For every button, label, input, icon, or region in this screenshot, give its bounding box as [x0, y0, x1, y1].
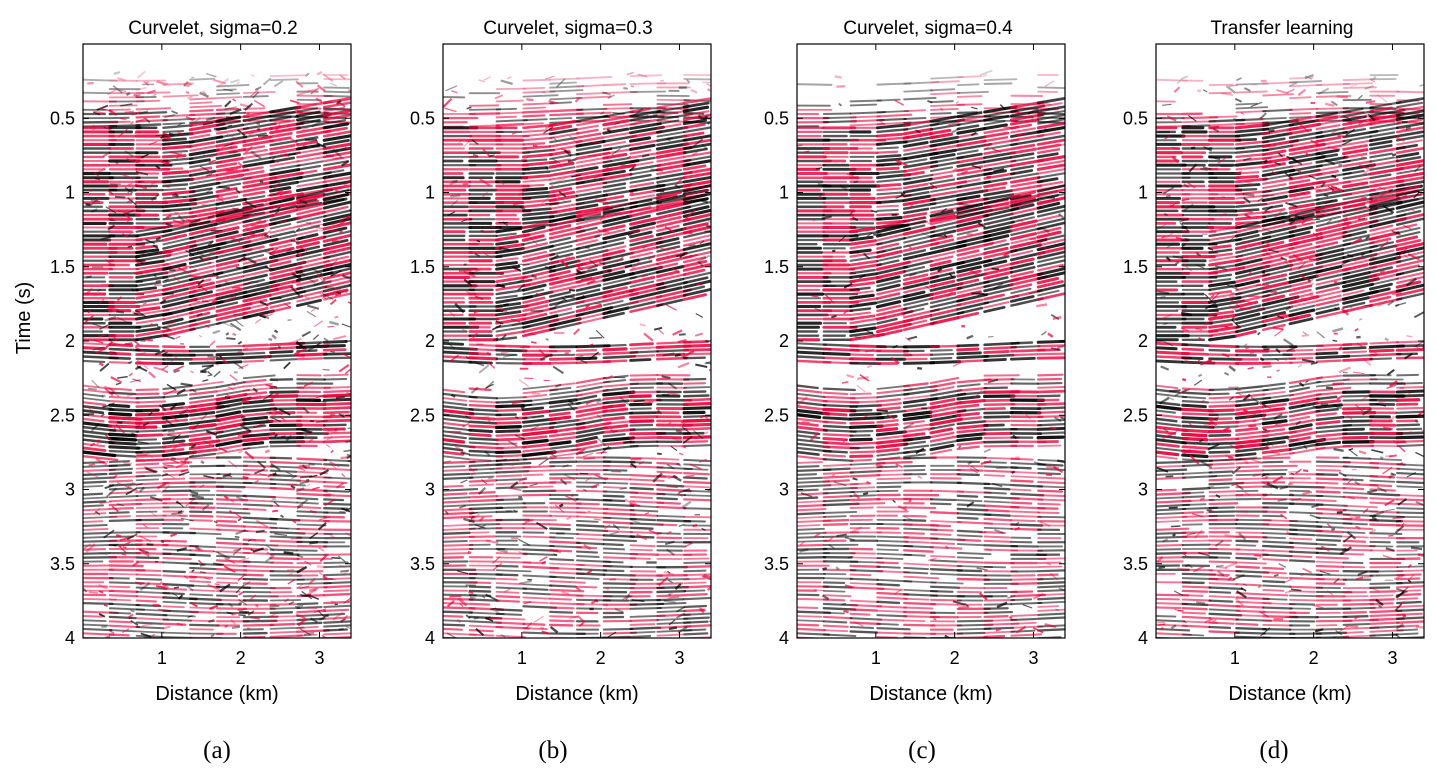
y-axis-label: Time (s): [13, 282, 35, 355]
y-tick-label: 2: [425, 331, 435, 351]
panel-c: Curvelet, sigma=0.4 0.5 1 1.5 2 2.5 3 3.5 4 1 2 3…: [764, 18, 1066, 764]
y-tick-label: 0.5: [1123, 108, 1148, 128]
y-ticks: 0.5 1 1.5 2 2.5 3 3.5 4: [410, 108, 711, 648]
panel-title: Transfer learning: [1211, 18, 1354, 39]
x-tick-label: 1: [1230, 648, 1240, 668]
y-tick-label: 3.5: [50, 554, 75, 574]
seismic-section: [83, 44, 351, 638]
y-tick-label: 2: [65, 331, 75, 351]
y-tick-label: 3: [65, 480, 75, 500]
panel-d: Transfer learning 0.5 1 1.5 2 2.5 3 3.5 4 1 2 3 D…: [1123, 18, 1425, 764]
y-tick-label: 2: [779, 331, 789, 351]
y-tick-label: 2.5: [410, 405, 435, 425]
x-ticks: 1 2 3: [871, 44, 1038, 668]
y-tick-label: 1: [1138, 183, 1148, 203]
panel-caption: (a): [203, 737, 231, 764]
x-tick-label: 2: [1309, 648, 1319, 668]
y-tick-label: 0.5: [764, 108, 789, 128]
y-tick-label: 3.5: [1123, 554, 1148, 574]
x-axis-label: Distance (km): [515, 683, 638, 705]
x-tick-label: 1: [871, 648, 881, 668]
panel-title: Curvelet, sigma=0.4: [843, 18, 1013, 39]
y-tick-label: 4: [65, 628, 75, 648]
x-tick-label: 1: [157, 648, 167, 668]
y-tick-label: 1.5: [410, 257, 435, 277]
x-tick-label: 1: [517, 648, 527, 668]
y-ticks: 0.5 1 1.5 2 2.5 3 3.5 4: [1123, 108, 1424, 648]
y-tick-label: 4: [1138, 628, 1148, 648]
panel-title: Curvelet, sigma=0.2: [128, 18, 298, 39]
x-axis-label: Distance (km): [869, 683, 992, 705]
y-tick-label: 4: [425, 628, 435, 648]
reflector-layer: [797, 69, 1065, 638]
x-axis-label: Distance (km): [155, 683, 278, 705]
x-tick-label: 2: [236, 648, 246, 668]
panel-a: Curvelet, sigma=0.2 0.5 1 1.5 2 2.5 3 3.5 4 1 2 3…: [50, 18, 352, 764]
panel-b: Curvelet, sigma=0.3 0.5 1 1.5 2 2.5 3 3.5 4 1 2 3…: [410, 18, 712, 764]
y-tick-label: 3: [1138, 480, 1148, 500]
x-ticks: 1 2 3: [517, 44, 684, 668]
y-tick-label: 0.5: [410, 108, 435, 128]
panel-caption: (c): [908, 737, 936, 764]
y-tick-label: 2.5: [1123, 405, 1148, 425]
seismic-section: [797, 44, 1065, 638]
y-tick-label: 1.5: [1123, 257, 1148, 277]
x-tick-label: 3: [314, 648, 324, 668]
panel-caption: (b): [538, 737, 567, 764]
y-tick-label: 1: [779, 183, 789, 203]
x-tick-label: 2: [596, 648, 606, 668]
panel-title: Curvelet, sigma=0.3: [483, 18, 653, 39]
y-tick-label: 3.5: [410, 554, 435, 574]
x-ticks: 1 2 3: [157, 44, 324, 668]
y-tick-label: 4: [779, 628, 789, 648]
y-tick-label: 3: [779, 480, 789, 500]
y-tick-label: 3.5: [764, 554, 789, 574]
y-tick-label: 0.5: [50, 108, 75, 128]
x-tick-label: 3: [1028, 648, 1038, 668]
y-ticks: 0.5 1 1.5 2 2.5 3 3.5 4: [764, 108, 1065, 648]
y-tick-label: 1.5: [50, 257, 75, 277]
x-tick-label: 3: [674, 648, 684, 668]
seismic-section: [1156, 44, 1424, 638]
x-tick-label: 2: [950, 648, 960, 668]
y-tick-label: 3: [425, 480, 435, 500]
x-axis-label: Distance (km): [1228, 683, 1351, 705]
y-ticks: 0.5 1 1.5 2 2.5 3 3.5 4: [50, 108, 351, 648]
panel-caption: (d): [1259, 737, 1288, 764]
reflector-layer: [1156, 73, 1424, 638]
y-tick-label: 2.5: [50, 405, 75, 425]
y-tick-label: 1: [425, 183, 435, 203]
seismic-section: [443, 44, 711, 638]
y-tick-label: 2.5: [764, 405, 789, 425]
y-tick-label: 2: [1138, 331, 1148, 351]
y-tick-label: 1: [65, 183, 75, 203]
x-ticks: 1 2 3: [1230, 44, 1397, 668]
x-tick-label: 3: [1387, 648, 1397, 668]
y-tick-label: 1.5: [764, 257, 789, 277]
